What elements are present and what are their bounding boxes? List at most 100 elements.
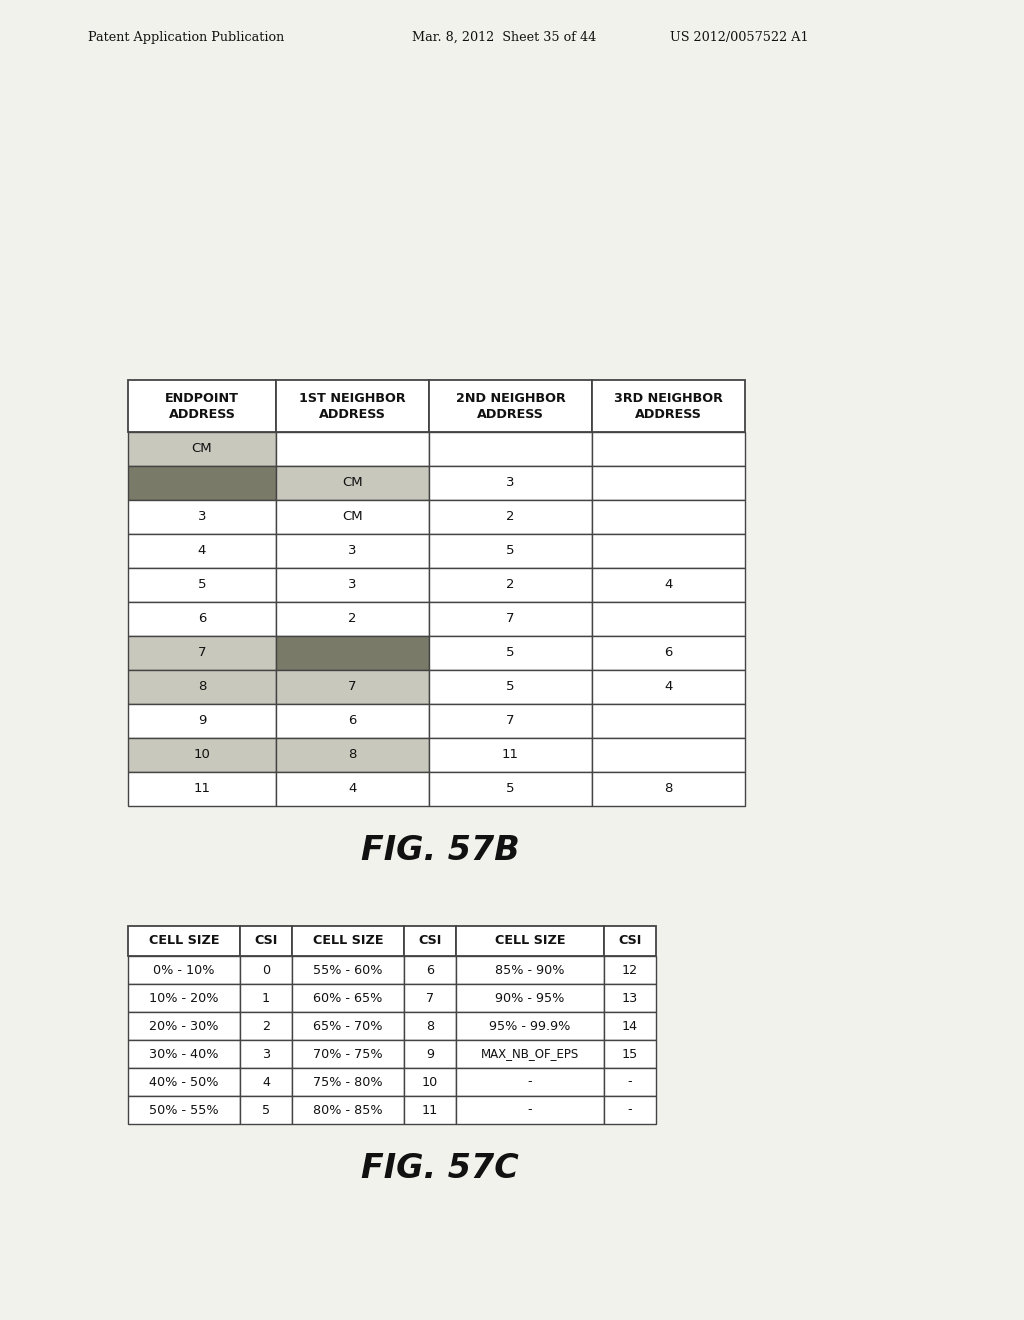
- Bar: [240, 956, 292, 983]
- Text: CM: CM: [191, 442, 212, 455]
- Bar: [276, 535, 429, 568]
- Bar: [429, 500, 592, 535]
- Text: CELL SIZE: CELL SIZE: [495, 935, 565, 948]
- Bar: [128, 738, 276, 772]
- Text: 9: 9: [426, 1048, 434, 1060]
- Bar: [592, 500, 745, 535]
- Text: 8: 8: [426, 1019, 434, 1032]
- Text: 75% - 80%: 75% - 80%: [313, 1076, 383, 1089]
- Bar: [456, 1068, 604, 1096]
- Text: 60% - 65%: 60% - 65%: [313, 991, 383, 1005]
- Bar: [592, 568, 745, 602]
- Text: CSI: CSI: [618, 935, 642, 948]
- Text: 4: 4: [198, 544, 206, 557]
- Bar: [404, 1012, 456, 1040]
- Bar: [240, 927, 292, 956]
- Bar: [128, 927, 240, 956]
- Text: 50% - 55%: 50% - 55%: [150, 1104, 219, 1117]
- Bar: [429, 738, 592, 772]
- Text: CSI: CSI: [419, 935, 441, 948]
- Bar: [276, 671, 429, 704]
- Bar: [429, 636, 592, 671]
- Bar: [128, 1012, 240, 1040]
- Bar: [276, 568, 429, 602]
- Text: 7: 7: [348, 681, 356, 693]
- Text: CM: CM: [342, 477, 362, 490]
- Bar: [240, 1096, 292, 1125]
- Text: FIG. 57B: FIG. 57B: [360, 833, 519, 866]
- Text: 5: 5: [506, 544, 515, 557]
- Bar: [292, 1012, 404, 1040]
- Text: 9: 9: [198, 714, 206, 727]
- Bar: [276, 636, 429, 671]
- Text: 6: 6: [348, 714, 356, 727]
- Bar: [456, 1040, 604, 1068]
- Text: 3: 3: [506, 477, 515, 490]
- Text: 12: 12: [622, 964, 638, 977]
- Bar: [128, 983, 240, 1012]
- Bar: [240, 1040, 292, 1068]
- Text: 11: 11: [502, 748, 519, 762]
- Text: 10: 10: [194, 748, 211, 762]
- Text: CM: CM: [342, 511, 362, 524]
- Bar: [429, 568, 592, 602]
- Text: 70% - 75%: 70% - 75%: [313, 1048, 383, 1060]
- Bar: [240, 1068, 292, 1096]
- Text: 85% - 90%: 85% - 90%: [496, 964, 565, 977]
- Text: 65% - 70%: 65% - 70%: [313, 1019, 383, 1032]
- Bar: [429, 535, 592, 568]
- Bar: [128, 772, 276, 807]
- Bar: [128, 1096, 240, 1125]
- Bar: [429, 671, 592, 704]
- Bar: [128, 466, 276, 500]
- Bar: [592, 772, 745, 807]
- Text: 6: 6: [665, 647, 673, 660]
- Text: 7: 7: [198, 647, 206, 660]
- Text: 0% - 10%: 0% - 10%: [154, 964, 215, 977]
- Bar: [292, 1068, 404, 1096]
- Text: 3: 3: [348, 544, 356, 557]
- Text: 4: 4: [665, 578, 673, 591]
- Bar: [292, 956, 404, 983]
- Text: CELL SIZE: CELL SIZE: [312, 935, 383, 948]
- Text: 1: 1: [262, 991, 270, 1005]
- Bar: [292, 1096, 404, 1125]
- Bar: [128, 636, 276, 671]
- Bar: [592, 535, 745, 568]
- Bar: [404, 983, 456, 1012]
- Text: 2ND NEIGHBOR
ADDRESS: 2ND NEIGHBOR ADDRESS: [456, 392, 565, 421]
- Bar: [240, 983, 292, 1012]
- Bar: [404, 956, 456, 983]
- Text: 4: 4: [665, 681, 673, 693]
- Bar: [592, 432, 745, 466]
- Text: 3RD NEIGHBOR
ADDRESS: 3RD NEIGHBOR ADDRESS: [614, 392, 723, 421]
- Text: 4: 4: [262, 1076, 270, 1089]
- Text: 13: 13: [622, 991, 638, 1005]
- Bar: [592, 738, 745, 772]
- Text: CELL SIZE: CELL SIZE: [148, 935, 219, 948]
- Bar: [456, 1012, 604, 1040]
- Bar: [276, 500, 429, 535]
- Bar: [128, 704, 276, 738]
- Text: 95% - 99.9%: 95% - 99.9%: [489, 1019, 570, 1032]
- Text: 10% - 20%: 10% - 20%: [150, 991, 219, 1005]
- Bar: [276, 380, 429, 432]
- Text: MAX_NB_OF_EPS: MAX_NB_OF_EPS: [481, 1048, 580, 1060]
- Bar: [604, 1012, 656, 1040]
- Text: 4: 4: [348, 783, 356, 796]
- Bar: [292, 983, 404, 1012]
- Bar: [404, 1040, 456, 1068]
- Bar: [429, 602, 592, 636]
- Text: ENDPOINT
ADDRESS: ENDPOINT ADDRESS: [165, 392, 239, 421]
- Text: 14: 14: [622, 1019, 638, 1032]
- Text: 2: 2: [506, 511, 515, 524]
- Bar: [404, 1068, 456, 1096]
- Bar: [456, 1096, 604, 1125]
- Bar: [592, 671, 745, 704]
- Bar: [604, 1040, 656, 1068]
- Text: 80% - 85%: 80% - 85%: [313, 1104, 383, 1117]
- Bar: [604, 927, 656, 956]
- Text: 5: 5: [198, 578, 206, 591]
- Bar: [240, 1012, 292, 1040]
- Text: 5: 5: [506, 647, 515, 660]
